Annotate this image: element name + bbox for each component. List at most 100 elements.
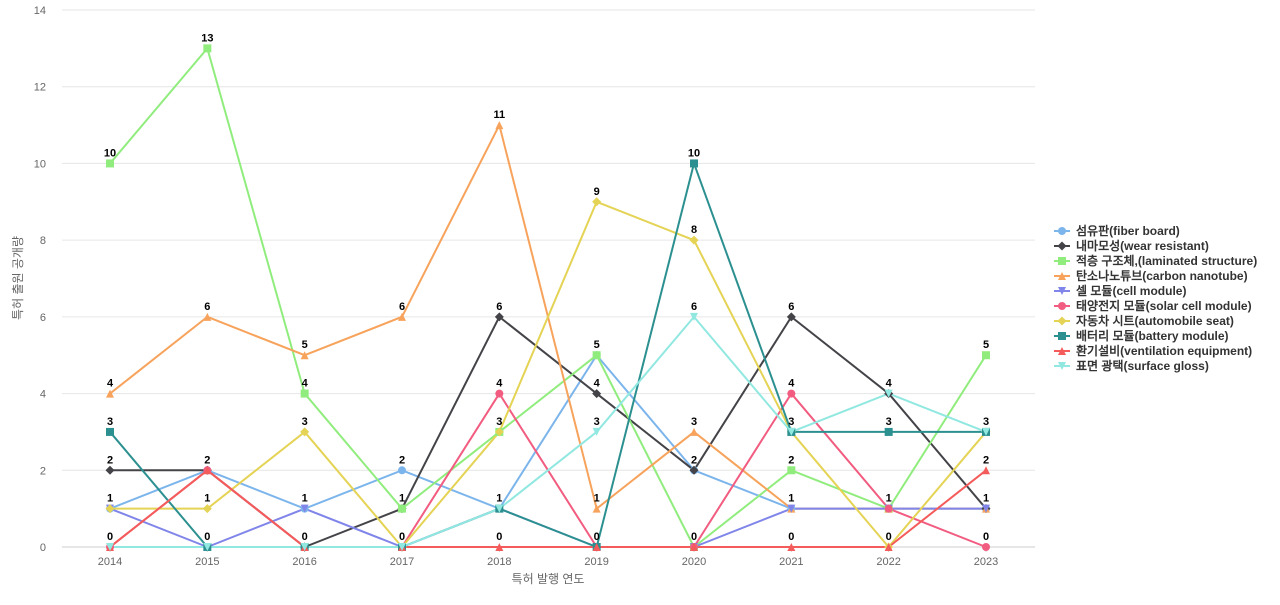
data-point-surface-gloss[interactable] — [787, 427, 796, 436]
data-label: 4 — [496, 378, 503, 390]
data-point-automobile-seat[interactable] — [105, 504, 115, 514]
series-points-laminated-structure — [106, 44, 990, 551]
data-label: 1 — [496, 493, 502, 505]
legend-item-automobile-seat[interactable]: 자동차 시트(automobile seat) — [1054, 313, 1234, 328]
data-point-surface-gloss[interactable] — [398, 543, 406, 551]
legend-symbol[interactable] — [1058, 347, 1066, 355]
data-point-surface-gloss[interactable] — [106, 543, 114, 551]
data-label: 2 — [983, 454, 989, 466]
data-point-surface-gloss[interactable] — [495, 504, 504, 513]
series-line-surface-gloss[interactable] — [110, 315, 987, 548]
data-point-cell-module[interactable] — [982, 504, 990, 513]
legend-symbol[interactable] — [1057, 241, 1067, 251]
data-point-laminated-structure[interactable] — [982, 351, 990, 360]
legend-symbol[interactable] — [1058, 287, 1066, 295]
data-label: 0 — [302, 531, 308, 543]
data-point-carbon-nanotube[interactable] — [203, 312, 212, 321]
legend-item-solar-cell-module[interactable]: 태양전지 모듈(solar cell module) — [1054, 298, 1252, 313]
y-tick-label: 6 — [40, 312, 46, 324]
data-point-surface-gloss[interactable] — [982, 427, 990, 436]
data-point-battery-module[interactable] — [690, 159, 698, 168]
x-tick-label: 2014 — [98, 556, 122, 568]
data-point-carbon-nanotube[interactable] — [300, 351, 309, 360]
data-point-cell-module[interactable] — [787, 504, 796, 513]
data-label: 0 — [399, 531, 405, 543]
legend-symbol[interactable] — [1058, 257, 1066, 265]
series-line-laminated-structure[interactable] — [109, 47, 987, 548]
data-point-wear-resistant[interactable] — [592, 389, 602, 399]
data-point-laminated-structure[interactable] — [300, 389, 309, 398]
data-point-wear-resistant[interactable] — [494, 312, 504, 322]
legend-item-cell-module[interactable]: 셀 모듈(cell module) — [1054, 283, 1186, 298]
legend-label: 셀 모듈(cell module) — [1076, 283, 1186, 298]
data-point-cell-module[interactable] — [300, 504, 309, 513]
legend-symbol[interactable] — [1058, 362, 1066, 370]
data-point-surface-gloss[interactable] — [300, 543, 309, 551]
data-point-surface-gloss[interactable] — [690, 312, 698, 321]
data-point-laminated-structure[interactable] — [787, 466, 796, 475]
legend-item-laminated-structure[interactable]: 적층 구조체,(laminated structure) — [1054, 253, 1257, 268]
data-point-automobile-seat[interactable] — [202, 504, 212, 514]
legend-item-battery-module[interactable]: 배터리 모듈(battery module) — [1054, 328, 1229, 343]
data-point-automobile-seat[interactable] — [300, 427, 310, 437]
data-point-battery-module[interactable] — [884, 427, 893, 436]
legend-item-wear-resistant[interactable]: 내마모성(wear resistant) — [1054, 238, 1209, 253]
data-point-ventilation-equipment[interactable] — [690, 543, 698, 551]
series-line-automobile-seat[interactable] — [110, 200, 987, 548]
data-point-ventilation-equipment[interactable] — [884, 543, 893, 551]
series-markers — [105, 44, 991, 552]
data-point-ventilation-equipment[interactable] — [203, 466, 212, 475]
data-point-solar-cell-module[interactable] — [884, 504, 893, 513]
data-label: 0 — [107, 531, 113, 543]
data-point-carbon-nanotube[interactable] — [592, 504, 601, 513]
y-axis-title: 특허 출원 공개량 — [11, 236, 25, 320]
data-point-ventilation-equipment[interactable] — [787, 543, 796, 551]
legend-symbol[interactable] — [1057, 316, 1067, 326]
x-tick-label: 2016 — [292, 556, 316, 568]
data-point-wear-resistant[interactable] — [786, 312, 796, 322]
data-point-solar-cell-module[interactable] — [982, 543, 990, 551]
series-line-ventilation-equipment[interactable] — [109, 469, 987, 548]
data-point-surface-gloss[interactable] — [592, 427, 601, 436]
data-point-ventilation-equipment[interactable] — [592, 543, 601, 551]
data-point-carbon-nanotube[interactable] — [106, 389, 114, 398]
data-point-laminated-structure[interactable] — [592, 351, 601, 360]
data-labels: 1043210136210543106210116431095431010863… — [104, 32, 989, 543]
data-point-automobile-seat[interactable] — [592, 197, 602, 207]
data-label: 0 — [594, 531, 600, 543]
data-point-ventilation-equipment[interactable] — [495, 543, 504, 551]
data-point-ventilation-equipment[interactable] — [982, 466, 990, 475]
data-point-laminated-structure[interactable] — [106, 159, 114, 168]
legend-symbol[interactable] — [1058, 332, 1066, 340]
data-point-carbon-nanotube[interactable] — [495, 121, 504, 130]
data-point-solar-cell-module[interactable] — [787, 389, 796, 398]
data-label: 0 — [691, 531, 697, 543]
data-point-automobile-seat[interactable] — [689, 235, 699, 245]
data-point-automobile-seat[interactable] — [494, 427, 504, 437]
legend-label: 내마모성(wear resistant) — [1076, 238, 1209, 253]
data-point-battery-module[interactable] — [106, 427, 114, 436]
legend-symbol[interactable] — [1058, 227, 1066, 235]
legend-item-carbon-nanotube[interactable]: 탄소나노튜브(carbon nanotube) — [1054, 268, 1248, 283]
data-point-laminated-structure[interactable] — [398, 504, 406, 513]
data-point-carbon-nanotube[interactable] — [690, 427, 698, 436]
x-tick-label: 2020 — [682, 556, 706, 568]
data-label: 0 — [983, 531, 989, 543]
data-point-solar-cell-module[interactable] — [495, 389, 504, 398]
data-label: 6 — [788, 301, 794, 313]
legend-symbol[interactable] — [1058, 302, 1066, 310]
data-point-carbon-nanotube[interactable] — [398, 312, 406, 321]
data-point-laminated-structure[interactable] — [203, 44, 212, 53]
data-point-fiber-board[interactable] — [398, 466, 406, 475]
legend-item-ventilation-equipment[interactable]: 환기설비(ventilation equipment) — [1054, 343, 1252, 358]
data-label: 1 — [983, 493, 989, 505]
data-label: 2 — [399, 454, 405, 466]
legend-symbol[interactable] — [1058, 272, 1066, 280]
legend-item-fiber-board[interactable]: 섬유판(fiber board) — [1054, 223, 1180, 238]
data-label: 13 — [201, 32, 213, 44]
data-point-surface-gloss[interactable] — [203, 543, 212, 551]
data-point-wear-resistant[interactable] — [689, 465, 699, 475]
legend-item-surface-gloss[interactable]: 표면 광택(surface gloss) — [1054, 358, 1209, 373]
data-point-wear-resistant[interactable] — [105, 465, 115, 475]
data-point-surface-gloss[interactable] — [884, 389, 893, 398]
